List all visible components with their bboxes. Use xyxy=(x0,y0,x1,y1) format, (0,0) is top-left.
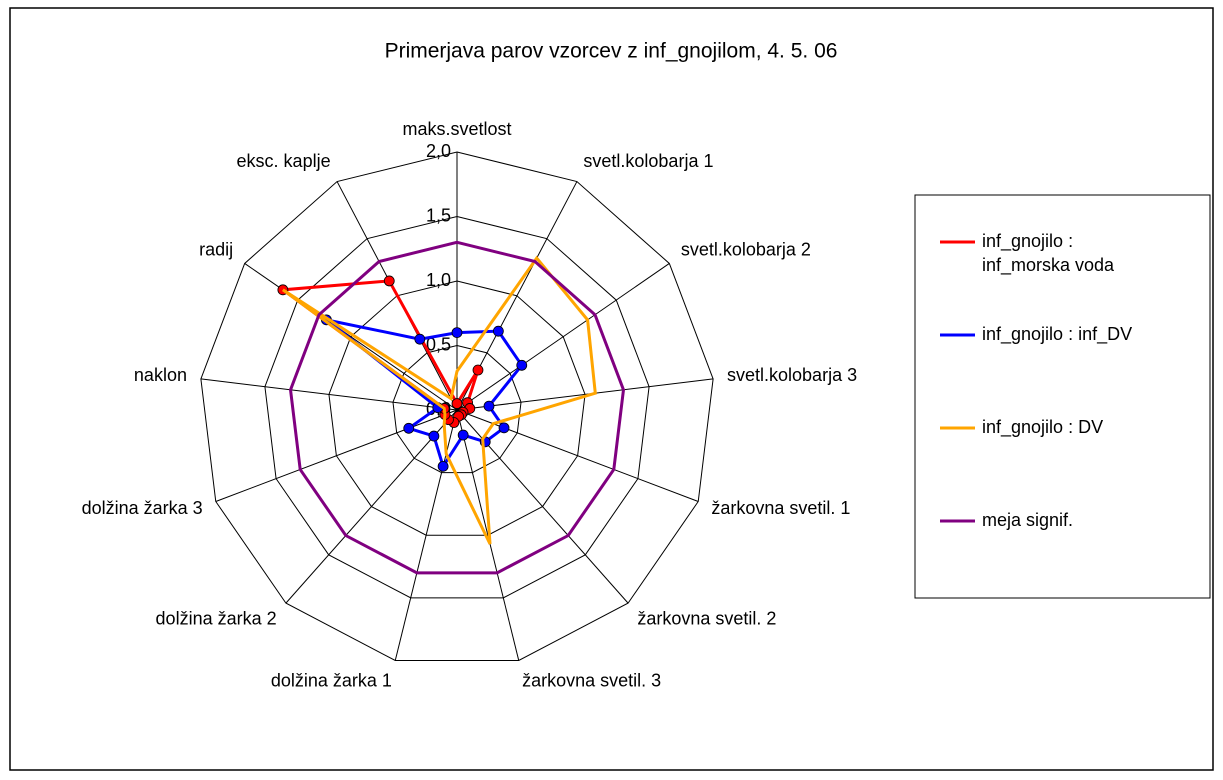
category-label: maks.svetlost xyxy=(402,119,511,139)
spoke xyxy=(285,409,458,604)
point xyxy=(457,429,469,441)
series-line xyxy=(288,240,626,575)
spoke xyxy=(456,378,714,411)
category-label: naklon xyxy=(134,365,187,385)
point xyxy=(492,325,504,337)
grid-ring xyxy=(264,215,650,599)
category-label: radij xyxy=(199,240,233,260)
category-label: dolžina žarka 3 xyxy=(82,498,203,518)
spoke xyxy=(215,409,458,502)
point xyxy=(403,422,415,434)
point xyxy=(437,460,449,472)
category-label: dolžina žarka 2 xyxy=(156,608,277,628)
r-tick-label: 1,0 xyxy=(426,270,451,290)
point xyxy=(516,359,528,371)
category-label: svetl.kolobarja 1 xyxy=(583,151,713,171)
spoke xyxy=(200,378,458,411)
category-label: žarkovna svetil. 2 xyxy=(637,608,776,628)
r-tick-label: 0,5 xyxy=(426,334,451,354)
spoke xyxy=(456,263,670,411)
point xyxy=(472,364,484,376)
legend-label: inf_gnojilo : DV xyxy=(982,417,1103,438)
category-label: svetl.kolobarja 2 xyxy=(681,240,811,260)
point xyxy=(414,333,426,345)
point xyxy=(451,327,463,339)
point xyxy=(383,275,395,287)
point xyxy=(428,430,440,442)
grid-ring xyxy=(328,280,586,536)
legend-label: inf_gnojilo : inf_DV xyxy=(982,324,1132,345)
r-tick-label: 1,5 xyxy=(426,205,451,225)
spoke xyxy=(456,409,699,502)
legend-box xyxy=(914,194,1211,599)
category-label: eksc. kaplje xyxy=(237,151,331,171)
category-label: svetl.kolobarja 3 xyxy=(727,365,857,385)
point xyxy=(451,398,463,409)
legend-label: inf_gnojilo : inf_morska voda xyxy=(982,231,1115,276)
legend-label: meja signif. xyxy=(982,510,1073,530)
point xyxy=(498,422,510,434)
grid-ring xyxy=(200,151,714,662)
r-tick-label: 2,0 xyxy=(426,141,451,161)
category-label: žarkovna svetil. 1 xyxy=(711,498,850,518)
spoke xyxy=(456,409,520,661)
chart-title: Primerjava parov vzorcev z inf_gnojilom,… xyxy=(385,40,838,63)
category-label: dolžina žarka 1 xyxy=(271,671,392,691)
point xyxy=(483,400,495,412)
category-label: žarkovna svetil. 3 xyxy=(522,671,661,691)
series-line xyxy=(282,255,597,545)
